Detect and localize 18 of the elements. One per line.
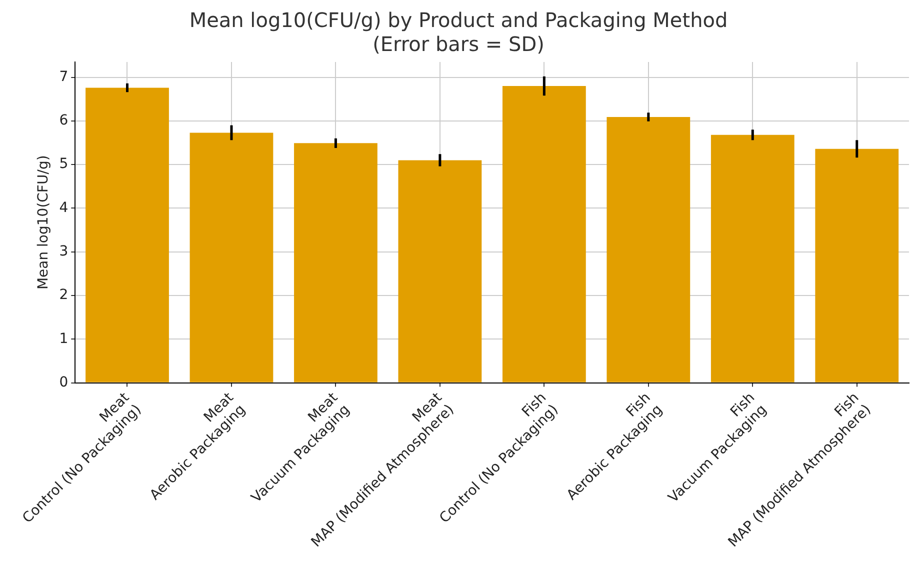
y-tick-label: 6 (59, 112, 68, 129)
bar (606, 116, 690, 382)
y-tick-label: 3 (59, 243, 68, 260)
bar (190, 132, 274, 382)
y-tick-label: 4 (59, 200, 68, 216)
bar (815, 148, 899, 382)
y-tick-label: 1 (59, 330, 68, 347)
bar (710, 134, 794, 382)
chart-title: Mean log10(CFU/g) by Product and Packaging Method (Error bars = SD) (189, 8, 728, 56)
y-tick-label: 5 (59, 156, 68, 172)
bar (398, 160, 482, 382)
bar (502, 86, 586, 382)
y-tick-label: 0 (59, 374, 68, 390)
y-axis-title: Mean log10(CFU/g) (35, 155, 52, 290)
bar (294, 143, 378, 382)
y-tick-label: 7 (59, 68, 68, 85)
y-tick-label: 2 (59, 287, 68, 304)
bar (86, 88, 169, 382)
